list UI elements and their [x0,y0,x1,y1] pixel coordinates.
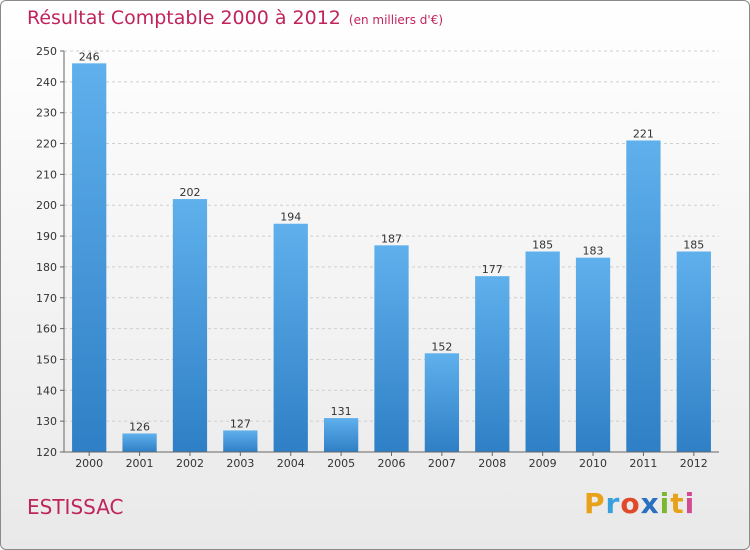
bars: 246 126 202 127 194 131 187 152 177 185 183 221 185 [72,50,711,452]
y-tick-label: 120 [36,446,57,459]
chart-title: Résultat Comptable 2000 à 2012 (en millie… [27,7,443,29]
value-label-2012: 185 [683,239,704,252]
y-tick-label: 190 [36,230,57,243]
value-label-2002: 202 [179,186,200,199]
x-tick-label-2004: 2004 [277,457,305,470]
location-label: ESTISSAC [27,495,124,519]
value-label-2010: 183 [583,245,604,258]
y-tick-label: 200 [36,199,57,212]
value-label-2003: 127 [230,417,251,430]
x-tick-label-2003: 2003 [226,457,254,470]
x-tick-label-2006: 2006 [378,457,406,470]
y-tick-label: 250 [36,45,57,58]
value-label-2005: 131 [331,405,352,418]
value-label-2011: 221 [633,127,654,140]
x-tick-label-2000: 2000 [75,457,103,470]
y-tick-label: 220 [36,138,57,151]
bar-2003 [223,430,258,452]
x-tick-label-2007: 2007 [428,457,456,470]
bar-2001 [122,433,157,452]
x-tick-label-2009: 2009 [529,457,557,470]
y-tick-label: 180 [36,261,57,274]
bar-2009 [525,251,560,452]
bar-2008 [475,276,510,452]
bar-2004 [273,223,308,452]
value-label-2007: 152 [431,340,452,353]
bar-2007 [424,353,460,452]
value-label-2000: 246 [79,50,100,63]
chart-title-text: Résultat Comptable 2000 à 2012 [27,7,341,29]
bar-2012 [676,251,711,452]
bar-2005 [323,418,359,452]
axes: 120 130 140 150 160 170 180 190 200 210 220 230 240 2… [36,45,719,470]
value-label-2001: 126 [129,420,150,433]
y-tick-label: 140 [36,384,57,397]
y-tick-label: 240 [36,76,57,89]
x-tick-label-2002: 2002 [176,457,204,470]
chart-subtitle: (en milliers d'€) [348,13,444,27]
bar-2010 [575,257,611,452]
x-tick-label-2012: 2012 [680,457,708,470]
value-label-2009: 185 [532,239,553,252]
y-tick-label: 210 [36,168,57,181]
y-tick-label: 130 [36,415,57,428]
y-tick-label: 160 [36,323,57,336]
x-tick-label-2005: 2005 [327,457,355,470]
y-tick-label: 150 [36,353,57,366]
value-label-2008: 177 [482,263,503,276]
bar-2002 [172,199,208,452]
bar-2011 [626,140,661,452]
y-tick-label: 230 [36,107,57,120]
y-tick-label: 170 [36,292,57,305]
value-label-2006: 187 [381,232,402,245]
value-label-2004: 194 [280,211,301,224]
proxiti-logo: Proxiti [584,487,696,520]
x-tick-label-2008: 2008 [478,457,506,470]
bar-2000 [72,63,107,452]
x-tick-label-2011: 2011 [629,457,657,470]
bar-2006 [374,245,409,452]
x-tick-label-2010: 2010 [579,457,607,470]
x-tick-label-2001: 2001 [126,457,154,470]
